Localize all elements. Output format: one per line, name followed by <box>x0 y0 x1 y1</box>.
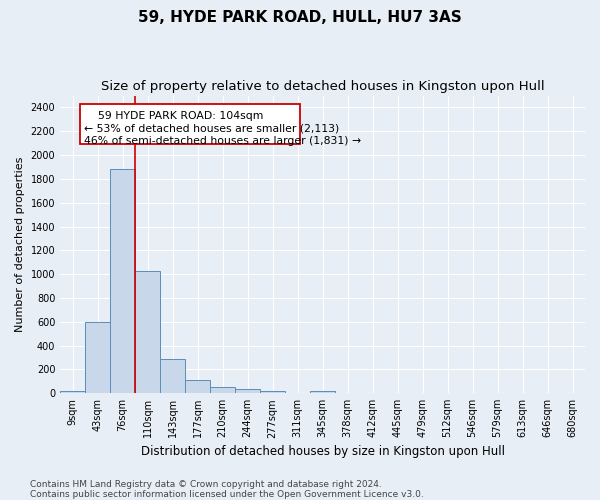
Title: Size of property relative to detached houses in Kingston upon Hull: Size of property relative to detached ho… <box>101 80 544 93</box>
Bar <box>235 389 260 393</box>
X-axis label: Distribution of detached houses by size in Kingston upon Hull: Distribution of detached houses by size … <box>140 444 505 458</box>
Bar <box>85 322 110 393</box>
Bar <box>80 104 300 144</box>
Text: ← 53% of detached houses are smaller (2,113): ← 53% of detached houses are smaller (2,… <box>84 124 339 134</box>
Bar <box>60 391 85 393</box>
Bar <box>260 391 285 393</box>
Bar <box>135 270 160 393</box>
Text: 59 HYDE PARK ROAD: 104sqm: 59 HYDE PARK ROAD: 104sqm <box>84 111 263 121</box>
Bar <box>310 391 335 393</box>
Bar <box>185 380 210 393</box>
Bar <box>160 360 185 393</box>
Bar <box>110 170 135 393</box>
Text: 59, HYDE PARK ROAD, HULL, HU7 3AS: 59, HYDE PARK ROAD, HULL, HU7 3AS <box>138 10 462 25</box>
Text: 46% of semi-detached houses are larger (1,831) →: 46% of semi-detached houses are larger (… <box>84 136 361 146</box>
Text: Contains HM Land Registry data © Crown copyright and database right 2024.
Contai: Contains HM Land Registry data © Crown c… <box>30 480 424 499</box>
Bar <box>210 388 235 393</box>
Y-axis label: Number of detached properties: Number of detached properties <box>15 156 25 332</box>
